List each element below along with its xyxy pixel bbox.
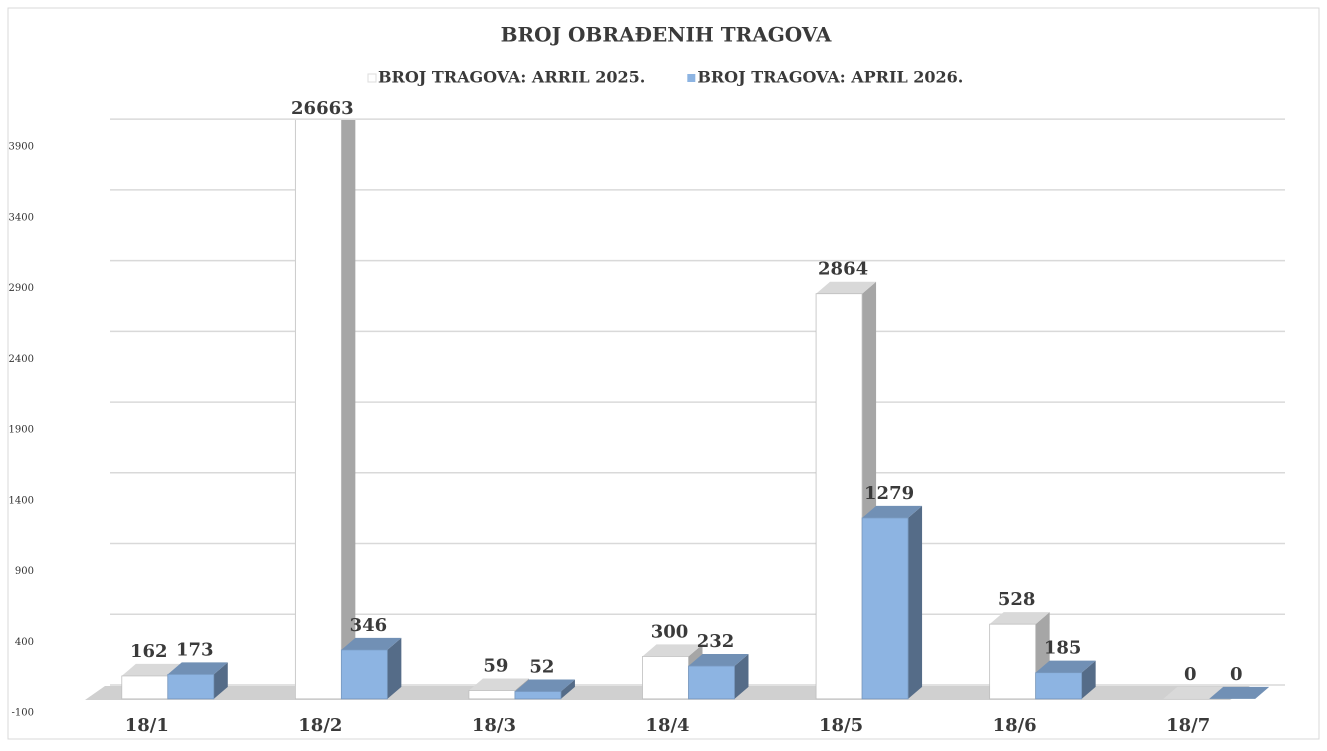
y-tick-label: 1900 xyxy=(9,425,34,436)
y-tick-label: 900 xyxy=(15,566,34,577)
x-tick-label: 18/6 xyxy=(993,715,1037,736)
legend-label: BROJ TRAGOVA: APRIL 2026. xyxy=(697,68,963,87)
chart-frame xyxy=(7,7,1320,740)
data-label: 1279 xyxy=(864,483,914,504)
legend-label: BROJ TRAGOVA: ARRIL 2025. xyxy=(378,68,645,87)
bar xyxy=(989,623,1037,700)
x-tick-label: 18/2 xyxy=(298,715,342,736)
bar xyxy=(642,656,689,700)
legend-swatch xyxy=(367,73,377,83)
bar-top xyxy=(816,281,877,294)
data-label: 232 xyxy=(697,631,735,652)
bar xyxy=(514,691,562,700)
bar-top xyxy=(468,678,529,691)
data-label: 185 xyxy=(1044,638,1082,659)
bar-top xyxy=(1163,686,1224,699)
y-tick-label: 2400 xyxy=(9,354,34,365)
bar xyxy=(815,293,863,700)
data-label: 300 xyxy=(651,621,689,642)
bars xyxy=(121,120,1270,700)
bar xyxy=(167,673,215,700)
bar-top xyxy=(1209,686,1270,699)
bar-top xyxy=(642,644,703,657)
bar-side xyxy=(908,505,923,699)
bar-top xyxy=(1035,660,1096,673)
y-tick-label: 400 xyxy=(15,637,34,648)
bar-top xyxy=(989,612,1050,625)
y-tick-label: 1400 xyxy=(9,495,34,506)
data-label: 346 xyxy=(350,615,388,636)
legend-swatch xyxy=(687,74,696,82)
bar xyxy=(121,675,169,700)
data-label: 0 xyxy=(1184,664,1197,685)
bar xyxy=(688,665,735,700)
y-tick-label: 3400 xyxy=(9,212,34,223)
data-label: 59 xyxy=(483,656,508,677)
data-label: 162 xyxy=(130,641,168,662)
bar-top xyxy=(514,679,575,692)
bar-side xyxy=(560,679,575,699)
bar xyxy=(861,517,909,700)
bar-side xyxy=(734,654,749,699)
bar-side xyxy=(213,662,228,699)
y-tick-label: 3900 xyxy=(9,142,34,153)
bar-side xyxy=(1081,660,1096,699)
bar-top xyxy=(121,663,182,676)
y-tick-label: 2900 xyxy=(9,283,34,294)
x-tick-label: 18/3 xyxy=(472,715,516,736)
bar-top xyxy=(167,662,228,675)
y-tick-label: -100 xyxy=(12,708,34,719)
x-tick-label: 18/4 xyxy=(645,715,689,736)
x-tick-label: 18/1 xyxy=(125,715,169,736)
chart-title: BROJ OBRAĐENIH TRAGOVA xyxy=(501,23,832,47)
bar-side xyxy=(341,120,356,699)
x-tick-label: 18/7 xyxy=(1166,715,1210,736)
bar xyxy=(294,120,342,700)
data-label: 0 xyxy=(1230,664,1243,685)
bar xyxy=(1035,672,1083,700)
data-label: 2864 xyxy=(818,259,868,280)
data-label: 26663 xyxy=(291,98,354,119)
data-label: 528 xyxy=(998,589,1036,610)
bar-top xyxy=(688,654,749,667)
bar xyxy=(468,690,516,700)
bar-top xyxy=(341,637,402,650)
bar-side xyxy=(387,637,402,699)
x-tick-label: 18/5 xyxy=(819,715,863,736)
bar-top xyxy=(862,505,923,518)
labels: 162 173 26663 346 59 52 300 232 2864 1279 528 185 0 0 xyxy=(130,98,1242,685)
data-label: 173 xyxy=(176,639,214,660)
data-label: 52 xyxy=(529,656,554,677)
bar xyxy=(340,649,388,700)
